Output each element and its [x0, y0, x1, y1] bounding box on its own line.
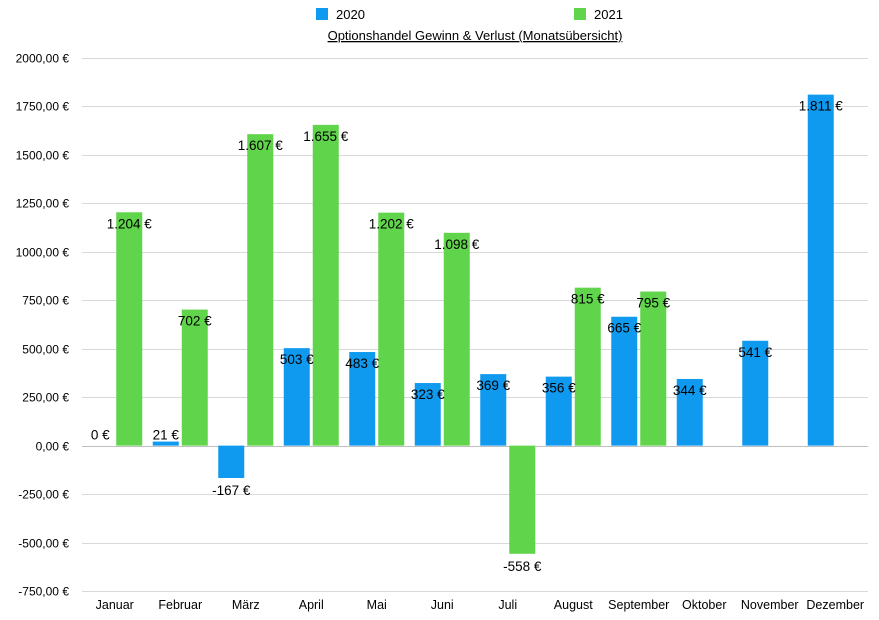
data-label-2021-Juli: -558 € [503, 559, 542, 574]
y-tick-label: 1000,00 € [16, 246, 70, 260]
bar-2020-August [545, 376, 572, 446]
data-label-2020-September: 665 € [607, 321, 641, 336]
bar-2020-Dezember [807, 94, 834, 446]
chart-title: Optionshandel Gewinn & Verlust (Monatsüb… [328, 28, 623, 43]
bar-2020-Juli [480, 374, 507, 446]
data-label-2020-Oktober: 344 € [673, 383, 707, 398]
legend-label-2020: 2020 [336, 7, 365, 22]
bar-2020-September [611, 316, 638, 446]
bar-2021-April [312, 124, 339, 446]
data-label-2021-Mai: 1.202 € [369, 217, 415, 232]
data-label-2021-März: 1.607 € [238, 138, 284, 153]
y-tick-label: 1750,00 € [16, 100, 70, 114]
data-label-2020-April: 503 € [280, 352, 314, 367]
bar-2021-Juli [509, 445, 536, 554]
bar-2020-November [742, 340, 769, 446]
y-tick-label: 2000,00 € [16, 52, 70, 66]
data-label-2021-Juni: 1.098 € [434, 237, 480, 252]
x-tick-label: Juni [431, 598, 454, 612]
legend-swatch-2021 [574, 8, 586, 20]
bar-2020-Februar [152, 441, 179, 446]
y-tick-label: -750,00 € [18, 585, 69, 599]
bar-2021-Februar [181, 309, 208, 446]
data-label-2020-März: -167 € [212, 483, 251, 498]
bar-2021-März [247, 134, 274, 446]
legend-swatch-2020 [316, 8, 328, 20]
data-label-2021-August: 815 € [571, 292, 605, 307]
data-label-2020-Januar: 0 € [91, 428, 110, 443]
bar-2021-Juni [443, 232, 470, 446]
y-tick-label: 0,00 € [36, 440, 70, 454]
data-label-2021-Februar: 702 € [178, 314, 212, 329]
x-tick-label: September [608, 598, 669, 612]
x-tick-label: Juli [498, 598, 517, 612]
x-tick-label: Oktober [682, 598, 726, 612]
legend: 2020 2021 [316, 7, 623, 22]
x-tick-label: April [299, 598, 324, 612]
x-tick-label: Februar [158, 598, 202, 612]
data-label-2020-Juni: 323 € [411, 387, 445, 402]
data-label-2020-Dezember: 1.811 € [799, 99, 844, 114]
data-label-2021-September: 795 € [636, 296, 670, 311]
x-tick-label: Dezember [806, 598, 864, 612]
y-tick-label: 1250,00 € [16, 197, 70, 211]
bar-2020-April [283, 348, 310, 446]
bar-2020-Juni [414, 383, 441, 446]
x-tick-label: März [232, 598, 260, 612]
y-tick-label: -500,00 € [18, 537, 69, 551]
x-tick-label: Mai [367, 598, 387, 612]
data-label-2020-Mai: 483 € [345, 356, 379, 371]
bar-2020-Mai [349, 352, 376, 446]
data-label-2020-November: 541 € [738, 345, 772, 360]
bar-2020-März [218, 445, 245, 479]
data-label-2020-Februar: 21 € [153, 428, 180, 443]
bar-2021-Januar [116, 212, 143, 446]
y-tick-label: 500,00 € [22, 343, 69, 357]
data-label-2020-August: 356 € [542, 381, 576, 396]
y-tick-label: 750,00 € [22, 294, 69, 308]
data-label-2021-Januar: 1.204 € [107, 216, 153, 231]
data-label-2021-April: 1.655 € [303, 129, 349, 144]
y-tick-label: -250,00 € [18, 488, 69, 502]
y-tick-label: 250,00 € [22, 391, 69, 405]
y-tick-label: 1500,00 € [16, 149, 70, 163]
bar-2021-September [640, 291, 667, 446]
x-tick-label: Januar [96, 598, 134, 612]
bar-2021-August [574, 287, 601, 446]
bar-2021-Mai [378, 212, 405, 446]
x-tick-label: November [741, 598, 799, 612]
bar-2020-Oktober [676, 378, 703, 446]
data-label-2020-Juli: 369 € [476, 378, 510, 393]
legend-label-2021: 2021 [594, 7, 623, 22]
x-tick-label: August [554, 598, 593, 612]
